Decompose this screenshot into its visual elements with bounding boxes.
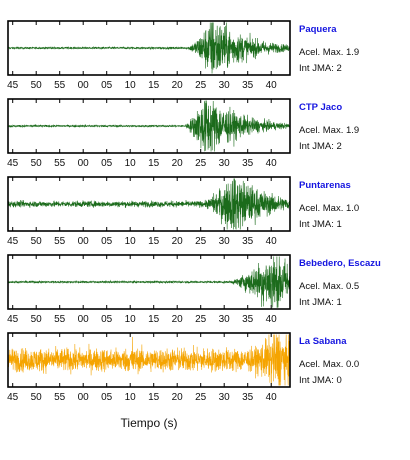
- station-panel: 45 50 55 00 05 10 15 20 25 30 35 40 Paquera Acel. Max…: [7, 20, 359, 91]
- x-tick-label: 00: [78, 80, 90, 91]
- x-tick-label: 00: [78, 236, 90, 247]
- x-tick-label: 25: [195, 236, 207, 247]
- x-tick-label: 45: [7, 314, 19, 325]
- x-tick-label: 55: [54, 314, 66, 325]
- x-tick-label: 05: [101, 158, 113, 169]
- x-tick-label: 10: [125, 80, 137, 91]
- x-tick-label: 10: [125, 314, 137, 325]
- x-tick-label: 35: [242, 236, 254, 247]
- x-tick-label: 55: [54, 392, 66, 403]
- x-tick-label: 30: [219, 158, 231, 169]
- station-name: Puntarenas: [299, 180, 351, 191]
- x-tick-label: 30: [219, 314, 231, 325]
- x-tick-label: 05: [101, 236, 113, 247]
- x-tick-label: 45: [7, 80, 19, 91]
- x-tick-label: 40: [266, 236, 278, 247]
- station-panel: 45 50 55 00 05 10 15 20 25 30 35 40 CTP Jaco Acel. Ma…: [7, 98, 359, 169]
- x-tick-label: 45: [7, 236, 19, 247]
- panel-frame: [7, 332, 291, 388]
- x-tick-label: 05: [101, 314, 113, 325]
- x-tick-label: 25: [195, 314, 207, 325]
- station-name: La Sabana: [299, 336, 347, 347]
- x-tick-label: 00: [78, 392, 90, 403]
- x-tick-label: 50: [31, 314, 43, 325]
- x-tick-label: 55: [54, 158, 66, 169]
- x-tick-label: 15: [148, 236, 160, 247]
- waveform-trace: [7, 22, 291, 74]
- x-tick-label: 45: [7, 158, 19, 169]
- x-tick-label: 50: [31, 158, 43, 169]
- jma-intensity: Int JMA: 2: [299, 63, 342, 74]
- waveform-trace: [7, 334, 291, 386]
- x-tick-label: 50: [31, 236, 43, 247]
- station-name: CTP Jaco: [299, 102, 342, 113]
- x-tick-label: 25: [195, 392, 207, 403]
- x-tick-label: 20: [172, 392, 184, 403]
- x-axis-title: Tiempo (s): [121, 416, 178, 430]
- panel-frame: [7, 176, 291, 232]
- x-tick-label: 35: [242, 80, 254, 91]
- x-tick-label: 30: [219, 392, 231, 403]
- x-tick-label: 10: [125, 158, 137, 169]
- station-panel: 45 50 55 00 05 10 15 20 25 30 35 40 Puntarenas Acel. …: [7, 176, 359, 247]
- x-tick-label: 30: [219, 80, 231, 91]
- x-tick-label: 15: [148, 158, 160, 169]
- x-tick-label: 30: [219, 236, 231, 247]
- max-acceleration: Acel. Max. 0.0: [299, 359, 359, 370]
- max-acceleration: Acel. Max. 1.9: [299, 125, 359, 136]
- station-name: Paquera: [299, 24, 337, 35]
- x-tick-label: 40: [266, 392, 278, 403]
- max-acceleration: Acel. Max. 1.0: [299, 203, 359, 214]
- x-tick-label: 35: [242, 392, 254, 403]
- jma-intensity: Int JMA: 1: [299, 297, 342, 308]
- x-tick-label: 55: [54, 80, 66, 91]
- jma-intensity: Int JMA: 0: [299, 375, 342, 386]
- x-tick-label: 15: [148, 392, 160, 403]
- waveform-trace: [7, 100, 291, 152]
- x-tick-label: 35: [242, 158, 254, 169]
- jma-intensity: Int JMA: 1: [299, 219, 342, 230]
- jma-intensity: Int JMA: 2: [299, 141, 342, 152]
- x-tick-label: 20: [172, 314, 184, 325]
- x-tick-label: 25: [195, 158, 207, 169]
- x-tick-label: 40: [266, 314, 278, 325]
- max-acceleration: Acel. Max. 1.9: [299, 47, 359, 58]
- x-tick-label: 05: [101, 80, 113, 91]
- x-tick-label: 10: [125, 236, 137, 247]
- x-tick-label: 00: [78, 158, 90, 169]
- station-panel: 45 50 55 00 05 10 15 20 25 30 35 40 Bebedero, Escazu…: [7, 254, 381, 325]
- max-acceleration: Acel. Max. 0.5: [299, 281, 359, 292]
- x-tick-label: 50: [31, 392, 43, 403]
- x-tick-label: 20: [172, 158, 184, 169]
- x-tick-label: 20: [172, 80, 184, 91]
- x-tick-label: 45: [7, 392, 19, 403]
- x-tick-label: 00: [78, 314, 90, 325]
- x-tick-label: 55: [54, 236, 66, 247]
- x-tick-label: 15: [148, 314, 160, 325]
- x-tick-label: 40: [266, 80, 278, 91]
- x-tick-label: 15: [148, 80, 160, 91]
- waveform-trace: [7, 256, 291, 308]
- x-tick-label: 50: [31, 80, 43, 91]
- panel-frame: [7, 20, 291, 76]
- waveform-trace: [7, 178, 291, 230]
- x-tick-label: 25: [195, 80, 207, 91]
- station-panel: 45 50 55 00 05 10 15 20 25 30 35 40 La Sabana Acel. M…: [7, 332, 359, 403]
- x-tick-label: 20: [172, 236, 184, 247]
- station-name: Bebedero, Escazu: [299, 258, 381, 269]
- panel-frame: [7, 254, 291, 310]
- panel-frame: [7, 98, 291, 154]
- x-tick-label: 05: [101, 392, 113, 403]
- x-tick-label: 35: [242, 314, 254, 325]
- x-tick-label: 10: [125, 392, 137, 403]
- x-tick-label: 40: [266, 158, 278, 169]
